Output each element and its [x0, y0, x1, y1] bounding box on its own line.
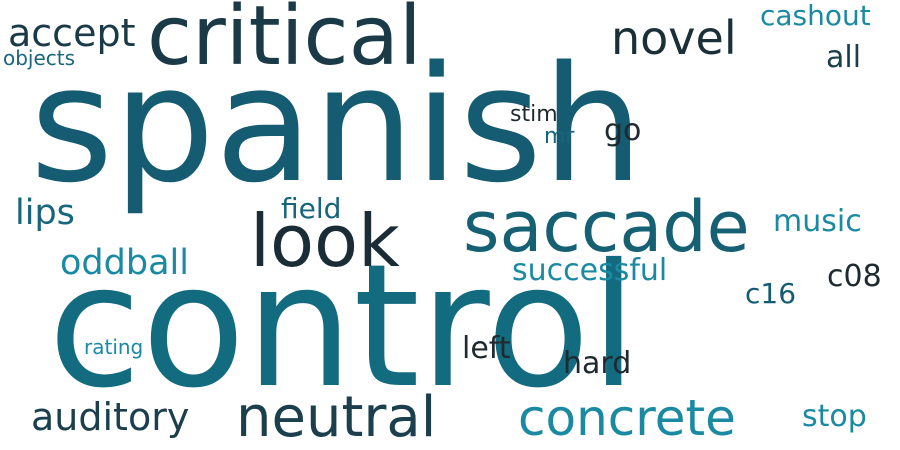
word-look: look [250, 199, 400, 283]
word-go: go [604, 113, 642, 148]
word-c08: c08 [827, 259, 882, 294]
word-mr: mr [544, 124, 575, 149]
word-neutral: neutral [236, 385, 437, 450]
word-hard: hard [563, 346, 632, 381]
word-spanish: spanish [30, 31, 644, 218]
word-field: field [281, 192, 342, 225]
word-left: left [462, 331, 511, 366]
word-novel: novel [611, 11, 737, 65]
word-auditory: auditory [31, 395, 190, 439]
word-control: control [48, 228, 638, 426]
word-concrete: concrete [518, 389, 736, 447]
word-lips: lips [15, 193, 75, 233]
word-c16: c16 [745, 277, 797, 310]
word-accept: accept [8, 11, 136, 55]
word-stim: stim [510, 102, 558, 127]
word-successful: successful [512, 253, 668, 288]
word-rating: rating [84, 335, 144, 359]
word-stop: stop [802, 399, 867, 434]
word-cashout: cashout [760, 0, 871, 32]
word-oddball: oddball [60, 243, 189, 283]
word-critical: critical [147, 0, 422, 84]
word-objects: objects [3, 46, 76, 70]
word-saccade: saccade [463, 186, 750, 268]
word-music: music [773, 204, 862, 239]
word-all: all [826, 40, 862, 75]
